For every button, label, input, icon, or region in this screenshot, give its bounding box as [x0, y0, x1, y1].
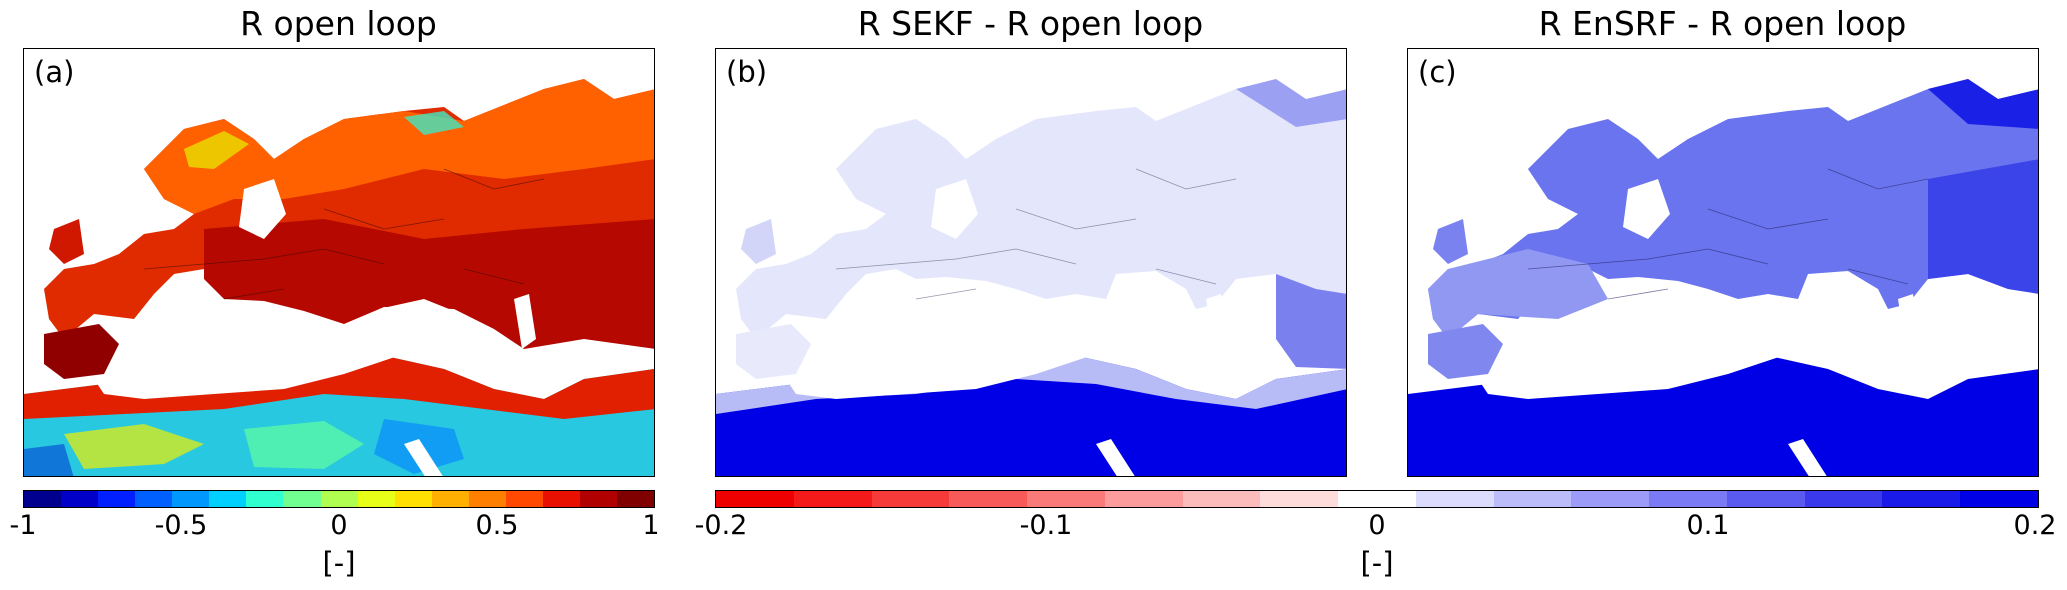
map-b-land: [736, 79, 1346, 339]
panel-a-title: R open loop: [240, 4, 437, 43]
colorbar-segment: [1571, 491, 1650, 507]
map-a-africa-warm: [24, 349, 654, 419]
colorbar-a-tick: 0.5: [475, 510, 519, 541]
colorbar-segment: [949, 491, 1028, 507]
colorbar-segment: [135, 491, 173, 507]
map-c-uk: [1433, 219, 1468, 264]
colorbar-segment: [871, 491, 950, 507]
map-b-black-sea: [1071, 299, 1146, 329]
map-c-iberia: [1428, 324, 1503, 379]
map-a-red-sea: [404, 439, 443, 476]
colorbar-segment: [468, 491, 506, 507]
map-c-svg: [1408, 79, 2038, 476]
colorbar-difference: [715, 490, 2039, 508]
map-b-east-blue: [1276, 274, 1346, 369]
colorbar-segment: [1960, 491, 2039, 507]
colorbar-segment: [357, 491, 395, 507]
colorbar-segment: [617, 491, 655, 507]
colorbar-segment: [542, 491, 580, 507]
colorbar-a-unit: [-]: [322, 546, 356, 580]
map-a-svg: [24, 79, 654, 476]
colorbar-diff-tick: -0.1: [1019, 510, 1073, 541]
map-a-borders: [143, 168, 545, 300]
colorbar-segment: [1182, 491, 1261, 507]
colorbar-a-tick: -1: [9, 510, 37, 541]
colorbar-segment: [283, 491, 321, 507]
colorbar-segment: [1338, 491, 1416, 507]
map-a-scandinavia-yellow: [184, 131, 249, 169]
map-a-uk: [49, 219, 84, 264]
map-a-africa-green: [244, 421, 364, 469]
colorbar-diff-tick: 0.2: [2013, 510, 2057, 541]
colorbar-segment: [1027, 491, 1105, 507]
colorbar-segment: [1104, 491, 1183, 507]
colorbar-diff-tick: -0.2: [694, 510, 748, 541]
map-c-land: [1428, 79, 2038, 339]
map-panel-b: (b): [715, 48, 1347, 477]
colorbar-diff-tick: 0.1: [1686, 510, 1730, 541]
panel-a-label: (a): [34, 55, 75, 89]
colorbar-segment: [716, 491, 794, 507]
map-a-land-dark: [204, 219, 654, 349]
colorbar-segment: [320, 491, 358, 507]
map-c-mediterranean: [1478, 339, 1788, 399]
colorbar-segment: [505, 491, 543, 507]
map-c-north-dark: [1928, 79, 2038, 129]
colorbar-segment: [246, 491, 284, 507]
colorbar-segment: [579, 491, 617, 507]
map-b-red-sea: [1096, 439, 1135, 476]
colorbar-segment: [1804, 491, 1883, 507]
map-b-svg: [716, 79, 1346, 476]
panel-b-label: (b): [726, 55, 768, 89]
panel-c-title: R EnSRF - R open loop: [1538, 4, 1907, 43]
colorbar-segment: [793, 491, 872, 507]
map-a-mediterranean: [94, 339, 404, 399]
map-c-west-light: [1428, 249, 1608, 339]
map-a-baltic: [239, 179, 286, 239]
map-c-borders: [1527, 168, 1929, 300]
colorbar-segment: [1415, 491, 1494, 507]
colorbar-segment: [98, 491, 136, 507]
colorbar-a-tick: 1: [642, 510, 660, 541]
colorbar-segment: [1260, 491, 1339, 507]
map-b-borders: [835, 168, 1237, 300]
map-a-caspian: [514, 294, 536, 349]
colorbar-segment: [394, 491, 432, 507]
map-a-iberia: [44, 324, 119, 379]
map-c-black-sea: [1763, 299, 1838, 329]
colorbar-segment: [172, 491, 210, 507]
colorbar-segment: [61, 491, 99, 507]
map-b-caspian: [1206, 294, 1228, 349]
map-b-mediterranean: [786, 339, 1096, 399]
colorbar-diff-tick: 0: [1368, 510, 1386, 541]
map-a-north-green: [404, 111, 464, 135]
colorbar-segment: [431, 491, 469, 507]
colorbar-segment: [209, 491, 247, 507]
map-panel-c: (c): [1407, 48, 2039, 477]
map-c-caspian: [1898, 294, 1920, 349]
map-b-uk: [741, 219, 776, 264]
map-c-east-dark: [1928, 159, 2038, 294]
map-b-baltic: [931, 179, 978, 239]
colorbar-segment: [1493, 491, 1572, 507]
colorbar-a-tick: -0.5: [154, 510, 208, 541]
colorbar-a-tick: 0: [330, 510, 348, 541]
colorbar-open-loop: [23, 490, 655, 508]
map-a-africa-yellow: [64, 424, 204, 469]
map-c-red-sea: [1788, 439, 1827, 476]
colorbar-segment: [1649, 491, 1727, 507]
map-b-iberia: [736, 324, 811, 379]
colorbar-segment: [24, 491, 62, 507]
map-b-north-blue: [1236, 79, 1346, 127]
panel-b-title: R SEKF - R open loop: [857, 4, 1204, 43]
map-panel-a: (a): [23, 48, 655, 477]
colorbar-segment: [1882, 491, 1961, 507]
map-b-africa-fade: [716, 349, 1346, 414]
colorbar-diff-unit: [-]: [1360, 546, 1394, 580]
map-a-black-sea: [379, 299, 454, 329]
panel-c-label: (c): [1418, 55, 1457, 89]
map-a-africa-dark: [24, 444, 74, 476]
colorbar-segment: [1726, 491, 1805, 507]
map-c-baltic: [1623, 179, 1670, 239]
